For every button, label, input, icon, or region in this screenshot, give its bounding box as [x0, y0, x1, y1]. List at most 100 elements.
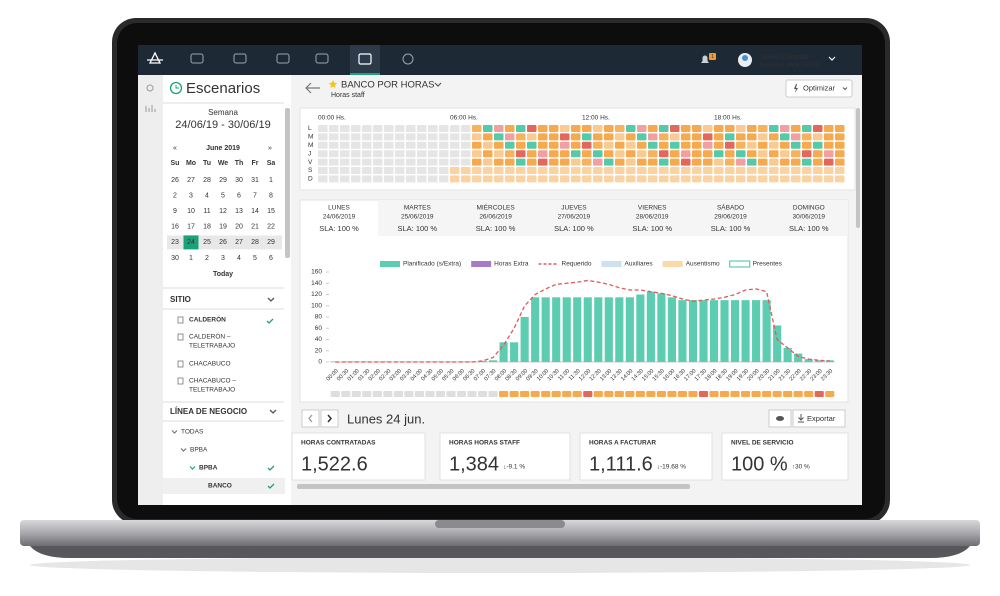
tab-day[interactable]: VIERNES	[638, 205, 667, 212]
cal-day[interactable]: 22	[267, 224, 275, 231]
legend-label: Ausentismo	[686, 261, 720, 268]
cal-day[interactable]: 31	[251, 177, 259, 184]
rail-icon[interactable]	[146, 84, 154, 92]
cal-prev[interactable]: «	[173, 145, 177, 152]
tab-day[interactable]: JUEVES	[561, 205, 587, 212]
heatmap-cell	[714, 167, 724, 174]
cal-day[interactable]: 12	[219, 208, 227, 215]
site-item[interactable]: CHACABUCO –	[189, 378, 236, 385]
heatmap-cell	[527, 150, 537, 158]
cal-day[interactable]: 24	[187, 239, 195, 246]
cal-day[interactable]: 2	[205, 255, 209, 262]
nav-icon[interactable]	[190, 53, 204, 64]
cal-day[interactable]: 29	[219, 177, 227, 184]
bar	[520, 317, 529, 362]
cal-day[interactable]: 15	[267, 208, 275, 215]
cal-day[interactable]: 6	[237, 192, 241, 199]
tab-day[interactable]: DOMINGO	[793, 205, 825, 212]
cal-day[interactable]: 3	[189, 192, 193, 199]
week-range: 24/06/19 - 30/06/19	[175, 119, 270, 131]
cal-day[interactable]: 23	[171, 239, 179, 246]
cal-day[interactable]: 26	[219, 239, 227, 246]
timeline-cell	[541, 391, 551, 397]
cal-day[interactable]: 13	[235, 208, 243, 215]
business-item[interactable]: BPBA	[190, 447, 208, 454]
bar	[720, 300, 729, 362]
cal-day[interactable]: 29	[267, 239, 275, 246]
nav-icon[interactable]	[233, 53, 247, 64]
cal-next[interactable]: »	[268, 145, 272, 152]
cal-day[interactable]: 6	[269, 255, 273, 262]
cal-day[interactable]: 30	[235, 177, 243, 184]
cal-day[interactable]: 10	[187, 208, 195, 215]
tab-day[interactable]: LUNES	[328, 205, 350, 212]
cal-day[interactable]: 5	[221, 192, 225, 199]
heatmap-cell	[813, 125, 823, 132]
heatmap-cell	[681, 158, 691, 166]
nav-icon[interactable]	[315, 53, 329, 64]
bar	[510, 342, 519, 362]
cal-day[interactable]: 28	[251, 239, 259, 246]
back-arrow[interactable]	[305, 82, 320, 94]
cal-day[interactable]: 3	[221, 255, 225, 262]
cal-day[interactable]: 1	[269, 177, 273, 184]
nav-icon[interactable]	[276, 53, 290, 64]
cal-day[interactable]: 2	[173, 192, 177, 199]
cal-day[interactable]: 14	[251, 208, 259, 215]
cal-day[interactable]: 25	[203, 239, 211, 246]
cal-day[interactable]: 9	[173, 208, 177, 215]
site-item[interactable]: TELETRABAJO	[189, 387, 235, 394]
cal-day[interactable]: 28	[203, 177, 211, 184]
tab-day[interactable]: SÁBADO	[717, 203, 744, 212]
heatmap-cell	[615, 175, 625, 183]
tab-day[interactable]: MARTES	[404, 205, 432, 212]
y-tick-label: 60	[315, 325, 323, 332]
cal-day[interactable]: 18	[203, 224, 211, 231]
heatmap-cell	[428, 175, 438, 183]
cal-day[interactable]: 27	[235, 239, 243, 246]
cal-day[interactable]: 4	[237, 255, 241, 262]
cal-day[interactable]: 7	[253, 192, 257, 199]
cal-day[interactable]: 4	[205, 192, 209, 199]
export-button[interactable]	[792, 409, 846, 428]
site-item[interactable]: TELETRABAJO	[189, 343, 235, 350]
site-item[interactable]: CALDERÓN	[189, 315, 226, 324]
business-item[interactable]: BPBA	[199, 465, 218, 472]
rail-icon[interactable]	[145, 105, 156, 112]
next-button[interactable]	[320, 409, 339, 428]
heatmap-cell	[406, 150, 416, 158]
cal-day[interactable]: 21	[251, 224, 259, 231]
cal-day[interactable]: 1	[189, 255, 193, 262]
heatmap-cell	[384, 141, 394, 149]
kpi-title: HORAS HORAS STAFF	[449, 440, 520, 447]
bar	[773, 325, 782, 362]
cal-day[interactable]: 11	[203, 208, 210, 215]
cal-today[interactable]: Today	[213, 271, 233, 278]
prev-button[interactable]	[301, 409, 320, 428]
user-caret[interactable]	[828, 56, 836, 61]
cal-day[interactable]: 16	[171, 224, 179, 231]
kpi-card	[291, 432, 426, 481]
bell-icon[interactable]	[701, 55, 709, 64]
cal-day[interactable]: 17	[187, 224, 195, 231]
site-item[interactable]: CHACABUCO	[189, 361, 231, 368]
cal-day[interactable]: 30	[171, 255, 179, 262]
site-icon	[177, 333, 184, 341]
nav-icon[interactable]	[402, 53, 414, 65]
site-item[interactable]: CALDERÓN –	[189, 332, 231, 341]
cal-day[interactable]: 20	[235, 224, 243, 231]
heatmap-cell	[505, 150, 515, 158]
cal-day[interactable]: 8	[269, 192, 273, 199]
business-item[interactable]: BANCO	[208, 483, 232, 490]
heatmap-cell	[439, 158, 449, 166]
optimize-button[interactable]	[785, 79, 853, 98]
nav-icon[interactable]	[358, 53, 372, 65]
cal-day[interactable]: 27	[187, 177, 195, 184]
business-item[interactable]: TODAS	[181, 429, 204, 436]
cal-day[interactable]: 5	[253, 255, 257, 262]
cal-day[interactable]: 26	[171, 177, 179, 184]
heatmap-cell	[516, 158, 526, 166]
bar	[699, 300, 708, 362]
tab-day[interactable]: MIÉRCOLES	[476, 203, 515, 212]
cal-day[interactable]: 19	[219, 224, 227, 231]
